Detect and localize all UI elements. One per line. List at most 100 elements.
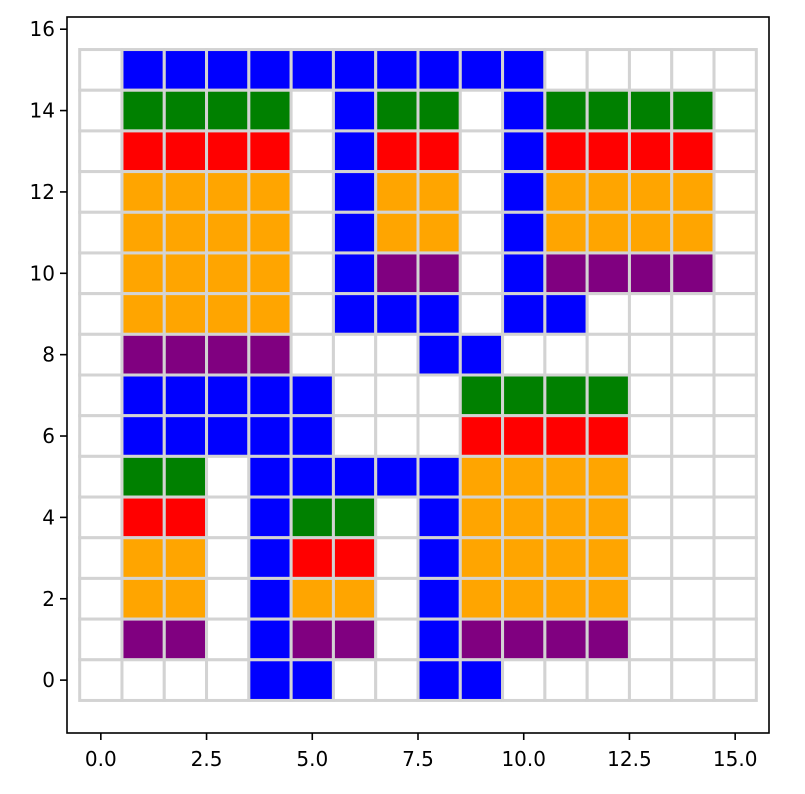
heatmap-cell <box>78 658 124 702</box>
x-tick-label: 7.5 <box>402 747 434 771</box>
heatmap-cell <box>458 454 505 499</box>
heatmap-cell <box>416 292 462 336</box>
heatmap-cell <box>670 210 716 255</box>
heatmap-cell <box>205 88 251 133</box>
heatmap-cell <box>670 495 716 540</box>
heatmap-cell <box>585 576 631 621</box>
heatmap-cell <box>247 170 293 214</box>
heatmap-cell <box>627 536 674 580</box>
heatmap-cell <box>120 495 166 540</box>
heatmap-cell <box>247 48 293 92</box>
heatmap-cell <box>458 292 505 336</box>
heatmap-cell <box>670 576 716 621</box>
heatmap-cell <box>627 332 674 377</box>
heatmap-cell <box>627 129 674 174</box>
heatmap-cell <box>627 251 674 296</box>
heatmap-cell <box>331 48 378 92</box>
heatmap-cell <box>712 454 758 499</box>
heatmap-cell <box>627 48 674 92</box>
heatmap-cell <box>712 129 758 174</box>
heatmap-cell <box>458 576 505 621</box>
heatmap-cell <box>247 495 293 540</box>
heatmap-cell <box>543 617 589 662</box>
x-tick-label: 12.5 <box>607 747 652 771</box>
heatmap-cell <box>78 414 124 458</box>
heatmap-cell <box>247 454 293 499</box>
heatmap-cell <box>374 617 420 662</box>
heatmap-cell <box>205 658 251 702</box>
heatmap-cell <box>416 536 462 580</box>
heatmap-cell <box>458 495 505 540</box>
heatmap-cell <box>458 88 505 133</box>
heatmap-cell <box>501 48 547 92</box>
heatmap-cell <box>712 495 758 540</box>
heatmap-cell <box>120 251 166 296</box>
heatmap-cell <box>501 332 547 377</box>
heatmap-cell <box>543 48 589 92</box>
heatmap-cell <box>543 536 589 580</box>
heatmap-cell <box>627 170 674 214</box>
heatmap-cell <box>289 536 335 580</box>
heatmap-cell <box>289 454 335 499</box>
heatmap-cell <box>712 292 758 336</box>
heatmap-cell <box>543 170 589 214</box>
heatmap-cell <box>162 332 209 377</box>
y-tick-label: 14 <box>30 99 55 123</box>
heatmap-cell <box>501 576 547 621</box>
heatmap-cell <box>78 332 124 377</box>
heatmap-cell <box>205 414 251 458</box>
heatmap-cell <box>670 617 716 662</box>
heatmap-cell <box>543 210 589 255</box>
heatmap-cell <box>205 251 251 296</box>
heatmap-cell <box>543 495 589 540</box>
heatmap-cell <box>331 658 378 702</box>
heatmap-cell <box>289 210 335 255</box>
heatmap-cell <box>543 129 589 174</box>
heatmap-cell <box>416 129 462 174</box>
x-tick-label: 10.0 <box>501 747 546 771</box>
heatmap-cell <box>416 454 462 499</box>
heatmap-cell <box>331 292 378 336</box>
heatmap-cell <box>120 658 166 702</box>
heatmap-cell <box>205 454 251 499</box>
y-tick-label: 12 <box>30 180 55 204</box>
heatmap-cell <box>289 414 335 458</box>
heatmap-cell <box>374 495 420 540</box>
heatmap-cell <box>670 414 716 458</box>
heatmap-cell <box>162 48 209 92</box>
heatmap-cell <box>416 658 462 702</box>
heatmap-cell <box>416 373 462 418</box>
heatmap-cell <box>78 536 124 580</box>
heatmap-cell <box>162 88 209 133</box>
heatmap-cell <box>543 576 589 621</box>
heatmap-cell <box>670 88 716 133</box>
heatmap-cell <box>247 373 293 418</box>
heatmap-cell <box>162 251 209 296</box>
heatmap-cell <box>78 88 124 133</box>
heatmap-cell <box>458 617 505 662</box>
heatmap-cell <box>585 373 631 418</box>
heatmap-cell <box>670 129 716 174</box>
heatmap-cell <box>712 658 758 702</box>
heatmap-cell <box>289 332 335 377</box>
x-tick-label: 2.5 <box>191 747 223 771</box>
heatmap-cell <box>712 88 758 133</box>
heatmap-cell <box>416 48 462 92</box>
heatmap-cell <box>78 48 124 92</box>
heatmap-cell <box>78 495 124 540</box>
heatmap-cell <box>458 332 505 377</box>
y-tick-label: 4 <box>42 505 55 529</box>
x-tick-label: 5.0 <box>296 747 328 771</box>
heatmap-cell <box>162 495 209 540</box>
heatmap-cell <box>416 170 462 214</box>
heatmap-cell <box>458 658 505 702</box>
heatmap-cell <box>120 170 166 214</box>
heatmap-cell <box>458 373 505 418</box>
heatmap-cell <box>247 88 293 133</box>
heatmap-cell <box>162 129 209 174</box>
heatmap-cell <box>120 129 166 174</box>
heatmap-cell <box>416 210 462 255</box>
heatmap-cell <box>585 292 631 336</box>
heatmap-cell <box>120 414 166 458</box>
heatmap-cell <box>501 210 547 255</box>
